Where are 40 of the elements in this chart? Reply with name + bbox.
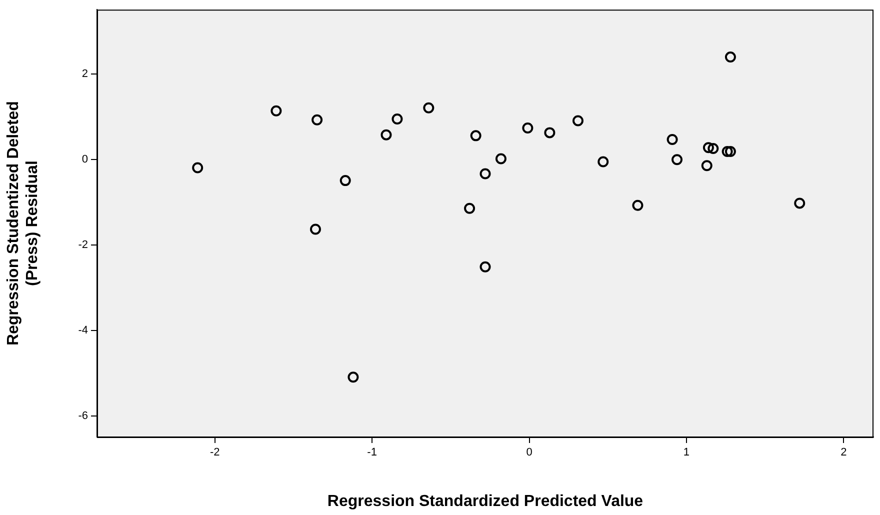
point	[702, 142, 714, 154]
point	[470, 130, 482, 142]
y-tick-label: -2	[78, 239, 88, 252]
point	[392, 114, 403, 125]
point	[270, 105, 282, 116]
point	[423, 102, 434, 114]
point	[544, 127, 556, 138]
y-tick-label: 0	[82, 154, 88, 166]
x-tick-label: -2	[210, 446, 220, 459]
point	[480, 168, 491, 180]
point	[724, 146, 736, 157]
point	[380, 129, 392, 140]
x-tick-label: 2	[840, 446, 847, 459]
point	[495, 153, 506, 164]
point	[312, 114, 323, 126]
point	[464, 202, 476, 214]
x-tick-label: 0	[526, 446, 532, 459]
point	[310, 224, 321, 235]
point	[632, 200, 644, 211]
x-axis-title: Regression Standardized Predicted Value	[327, 492, 644, 510]
point	[708, 143, 719, 154]
x-tick-label: -1	[367, 446, 377, 459]
point	[480, 261, 491, 272]
point	[572, 115, 584, 126]
point	[666, 134, 678, 146]
point	[724, 52, 736, 63]
point	[522, 122, 534, 134]
point	[794, 198, 806, 209]
y-tick-label: -6	[78, 410, 88, 422]
point	[722, 146, 733, 157]
point	[701, 160, 712, 172]
point	[598, 156, 609, 168]
point	[348, 372, 359, 383]
y-tick-label: 2	[82, 68, 88, 80]
y-tick-label: -4	[78, 324, 88, 337]
x-tick-label: 1	[683, 446, 690, 459]
point	[340, 175, 351, 186]
y-axis-title: Regression Studentized Deleted (Press) Residual	[5, 101, 42, 346]
point	[672, 154, 683, 166]
point	[192, 162, 204, 174]
